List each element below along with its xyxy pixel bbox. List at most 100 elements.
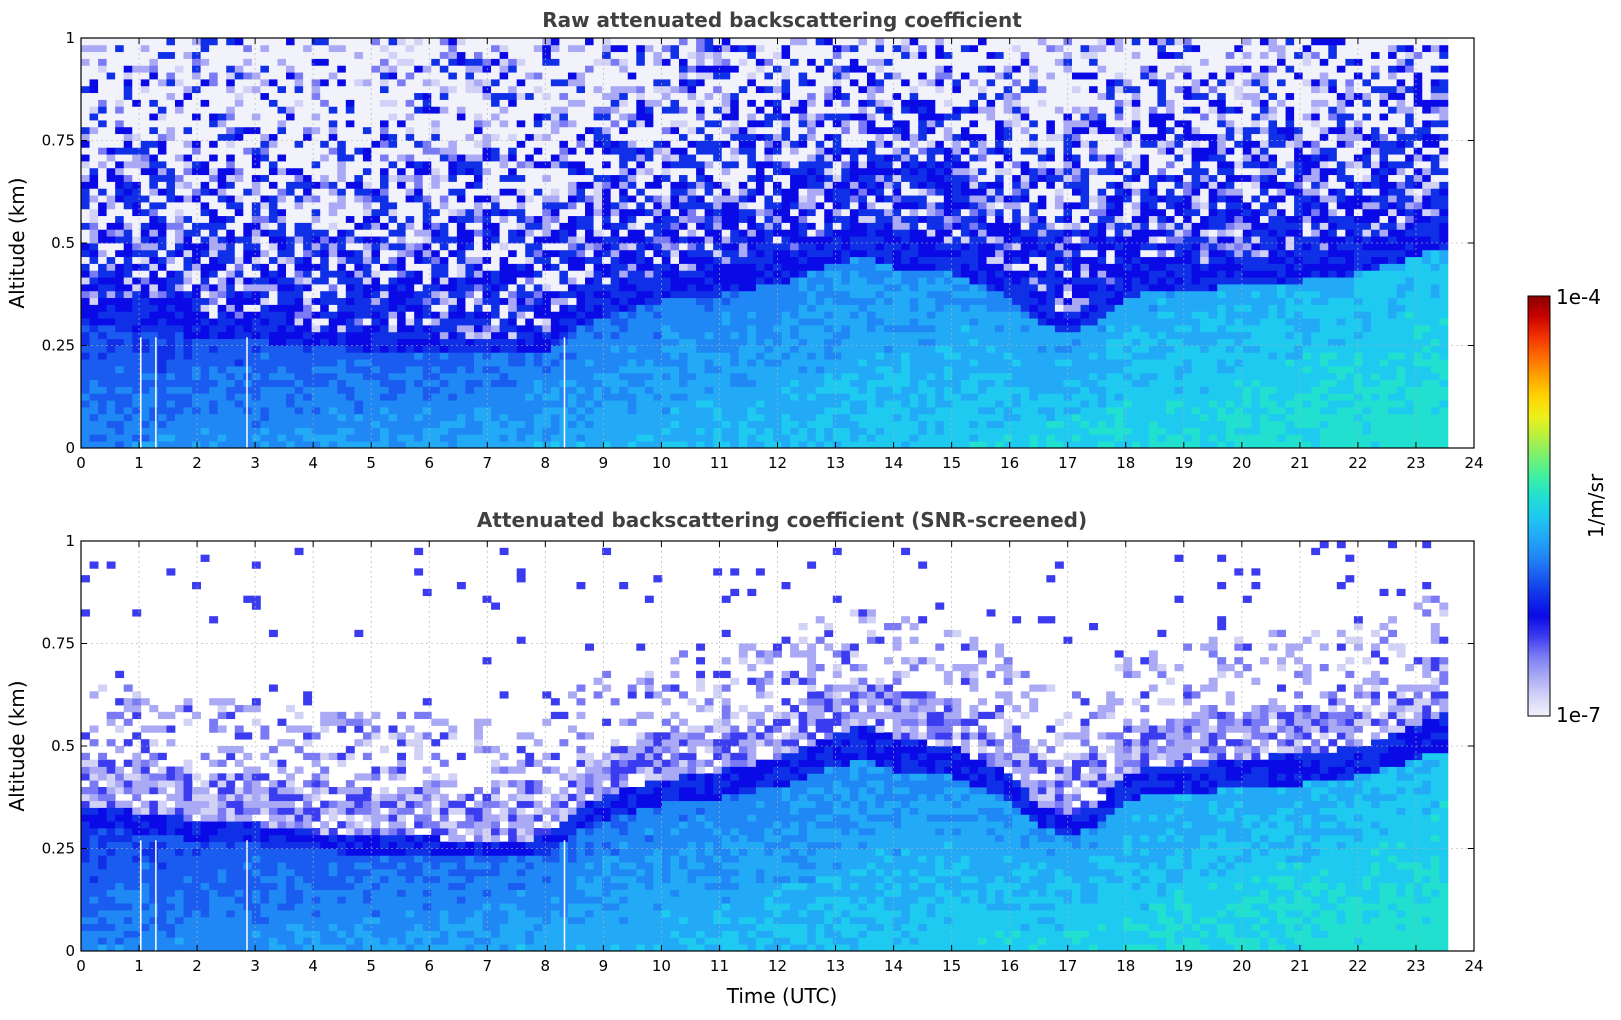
heatmap-cell [98,85,108,94]
heatmap-cell [345,174,355,182]
heatmap-cell [106,161,116,169]
heatmap-cell [209,366,219,374]
heatmap-cell [465,372,475,381]
heatmap-cell [473,393,483,401]
heatmap-cell [747,167,757,176]
heatmap-cell [277,386,287,394]
heatmap-cell [371,38,381,46]
heatmap-cell [251,126,261,135]
heatmap-cell [132,161,142,169]
heatmap-cell [713,174,723,182]
heatmap-cell [738,270,748,278]
heatmap-cell [371,311,381,319]
heatmap-cell [653,44,663,53]
heatmap-cell [465,229,475,237]
heatmap-cell [157,352,167,360]
heatmap-cell [704,256,714,264]
heatmap-cell [234,434,244,442]
heatmap-cell [217,284,227,292]
heatmap-cell [397,290,407,299]
heatmap-cell [320,38,330,46]
heatmap-cell [320,92,330,100]
heatmap-cell [354,263,364,271]
heatmap-cell [251,372,261,381]
heatmap-cell [157,263,167,271]
heatmap-cell [713,379,723,387]
heatmap-cell [525,400,535,408]
heatmap-cell [157,44,167,53]
heatmap-cell [106,318,116,326]
heatmap-cell [320,229,330,237]
heatmap-cell [764,79,774,87]
heatmap-cell [550,195,560,203]
heatmap-cell [627,215,637,223]
heatmap-cell [567,120,577,128]
heatmap-cell [81,133,90,141]
heatmap-cell [286,256,295,264]
heatmap-cell [533,400,543,408]
heatmap-cell [585,243,594,251]
heatmap-cell [209,304,219,312]
heatmap-cell [414,270,424,278]
heatmap-cell [183,92,193,100]
heatmap-cell [679,393,688,401]
heatmap-cell [174,420,184,428]
heatmap-cell [482,243,492,251]
heatmap-cell [473,167,483,176]
heatmap-cell [619,154,629,162]
heatmap-cell [149,113,159,121]
heatmap-cell [388,133,398,141]
heatmap-cell [371,181,381,189]
heatmap-cell [448,393,458,401]
heatmap-cell [772,92,782,100]
heatmap-cell [286,345,295,353]
heatmap-cell [234,133,244,141]
heatmap-cell [371,147,381,155]
heatmap-cell [781,284,791,292]
heatmap-cell [593,311,603,319]
heatmap-cell [337,359,347,367]
heatmap-cell [567,222,577,230]
heatmap-cell [81,58,90,66]
heatmap-cell [525,407,535,415]
heatmap-cell [610,331,620,340]
heatmap-cell [644,58,654,66]
heatmap-cell [482,297,492,305]
heatmap-cell [388,372,398,381]
heatmap-cell [106,188,116,196]
heatmap-cell [679,413,688,422]
heatmap-cell [431,420,441,428]
heatmap-cell [106,304,116,312]
heatmap-cell [226,290,236,299]
heatmap-cell [200,359,210,367]
heatmap-cell [747,58,757,66]
heatmap-cell [448,161,458,169]
heatmap-cell [243,318,253,326]
heatmap-cell [593,249,603,258]
heatmap-cell [320,202,330,210]
heatmap-cell [89,85,99,94]
heatmap-cell [661,202,671,210]
heatmap-cell [89,284,99,292]
heatmap-cell [251,222,261,230]
heatmap-cell [209,72,219,80]
heatmap-cell [533,229,543,237]
heatmap-cell [439,174,449,182]
heatmap-cell [115,318,125,326]
heatmap-cell [713,434,723,442]
heatmap-cell [533,161,543,169]
heatmap-cell [661,290,671,299]
heatmap-cell [89,161,99,169]
heatmap-cell [166,413,176,422]
heatmap-cell [115,188,125,196]
heatmap-cell [243,174,253,182]
heatmap-cell [345,72,355,80]
heatmap-cell [98,202,108,210]
heatmap-cell [362,290,372,299]
heatmap-cell [81,304,90,312]
heatmap-cell [550,236,560,244]
heatmap-cell [149,249,159,258]
heatmap-cell [559,304,569,312]
heatmap-cell [166,140,176,148]
heatmap-cell [157,38,167,46]
